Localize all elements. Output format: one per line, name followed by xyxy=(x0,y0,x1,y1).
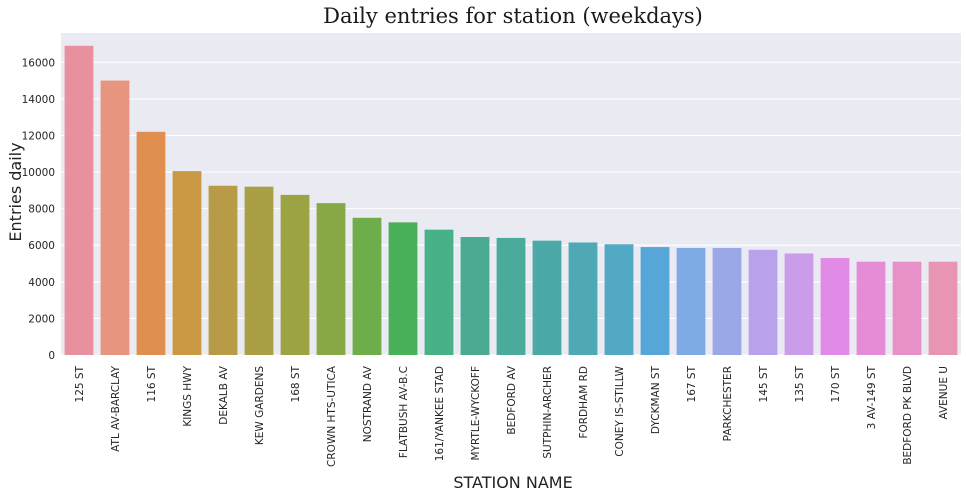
x-tick-label: FORDHAM RD xyxy=(578,366,590,439)
bar xyxy=(460,236,490,355)
x-tick-label: BEDFORD AV xyxy=(506,365,518,434)
bar xyxy=(712,247,742,355)
y-tick-label: 4000 xyxy=(28,277,55,289)
bar xyxy=(280,194,310,355)
x-tick-label: DYCKMAN ST xyxy=(650,365,662,434)
bar xyxy=(892,261,922,355)
y-tick-label: 16000 xyxy=(22,57,55,69)
bar xyxy=(244,186,274,355)
x-tick-label: CONEY IS-STILLW xyxy=(614,365,626,456)
y-tick-label: 0 xyxy=(48,350,55,362)
x-tick-label: CROWN HTS-UTICA xyxy=(326,365,338,467)
bar xyxy=(496,237,526,355)
bar xyxy=(928,261,958,355)
y-tick-label: 14000 xyxy=(22,94,55,106)
bar xyxy=(208,185,238,355)
bar xyxy=(64,45,94,355)
bar xyxy=(532,240,562,355)
x-tick-label: 170 ST xyxy=(830,365,842,402)
bar xyxy=(640,247,670,355)
x-tick-label: 116 ST xyxy=(146,365,158,402)
x-tick-label: NOSTRAND AV xyxy=(362,365,374,442)
y-axis-label: Entries daily xyxy=(6,142,25,241)
bars xyxy=(64,45,958,356)
bar xyxy=(820,258,850,355)
bar xyxy=(100,80,130,356)
y-tick-labels: 0 2000 4000 6000 8000 10000 12000 14000 16000 xyxy=(22,57,55,362)
chart-title: Daily entries for station (weekdays) xyxy=(323,4,703,28)
y-tick-label: 8000 xyxy=(28,204,55,216)
bar xyxy=(568,242,598,355)
bar xyxy=(136,131,166,355)
x-tick-label: PARKCHESTER xyxy=(722,366,734,441)
x-tick-label: 125 ST xyxy=(74,365,86,402)
x-tick-label: DEKALB AV xyxy=(218,365,230,425)
bar xyxy=(424,229,454,355)
x-tick-label: 3 AV-149 ST xyxy=(866,365,878,429)
x-tick-label: BEDFORD PK BLVD xyxy=(902,366,914,465)
bar xyxy=(748,249,778,355)
y-tick-label: 6000 xyxy=(28,240,55,252)
bar xyxy=(604,244,634,355)
x-tick-label: SUTPHIN-ARCHER xyxy=(542,366,554,459)
bar xyxy=(316,203,346,355)
y-tick-label: 2000 xyxy=(28,313,55,325)
x-axis-label: STATION NAME xyxy=(453,473,572,492)
y-tick-label: 12000 xyxy=(22,130,55,142)
bar xyxy=(856,261,886,355)
x-tick-label: KEW GARDENS xyxy=(254,366,266,445)
x-tick-label: 135 ST xyxy=(794,365,806,402)
x-tick-label: 167 ST xyxy=(686,365,698,402)
bar xyxy=(172,171,202,355)
x-tick-label: AVENUE U xyxy=(938,366,950,420)
x-tick-label: ATL AV-BARCLAY xyxy=(110,365,122,451)
x-tick-label: 161/YANKEE STAD xyxy=(434,366,446,461)
y-tick-label: 10000 xyxy=(22,167,55,179)
x-tick-label: MYRTLE-WYCKOFF xyxy=(470,366,482,460)
bar xyxy=(388,222,418,355)
bar xyxy=(352,217,382,355)
x-tick-labels: 125 ST ATL AV-BARCLAY 116 ST KINGS HWY DEKAL… xyxy=(74,365,950,467)
x-tick-label: FLATBUSH AV-B.C xyxy=(398,366,410,458)
x-tick-label: KINGS HWY xyxy=(182,365,194,426)
x-tick-label: 168 ST xyxy=(290,365,302,402)
x-tick-label: 145 ST xyxy=(758,365,770,402)
bar xyxy=(784,253,814,355)
bar xyxy=(676,247,706,355)
